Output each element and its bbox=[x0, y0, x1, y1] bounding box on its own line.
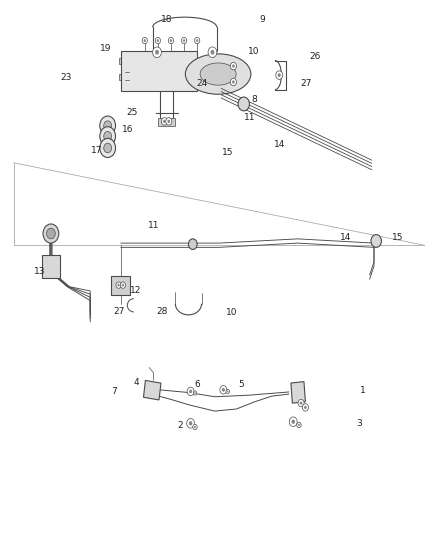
Text: 11: 11 bbox=[148, 221, 159, 230]
Circle shape bbox=[100, 139, 116, 158]
Bar bbox=[42, 255, 60, 278]
Circle shape bbox=[238, 97, 250, 111]
Text: 16: 16 bbox=[122, 125, 133, 134]
Text: 27: 27 bbox=[300, 78, 312, 87]
Circle shape bbox=[120, 282, 126, 288]
Circle shape bbox=[222, 388, 225, 392]
Bar bbox=[291, 382, 305, 403]
Text: 27: 27 bbox=[113, 307, 124, 316]
Circle shape bbox=[291, 419, 295, 424]
Circle shape bbox=[157, 39, 159, 42]
Circle shape bbox=[211, 50, 215, 55]
Ellipse shape bbox=[200, 63, 236, 85]
Circle shape bbox=[167, 120, 170, 123]
Text: 18: 18 bbox=[161, 15, 173, 24]
Bar bbox=[111, 276, 131, 295]
Text: 5: 5 bbox=[238, 380, 244, 389]
Circle shape bbox=[122, 284, 124, 287]
Text: 3: 3 bbox=[356, 419, 362, 428]
Text: 10: 10 bbox=[248, 47, 260, 55]
Circle shape bbox=[100, 116, 116, 135]
Text: 1: 1 bbox=[360, 386, 366, 395]
Circle shape bbox=[208, 47, 217, 58]
Text: 28: 28 bbox=[156, 307, 168, 316]
Circle shape bbox=[220, 385, 227, 394]
Text: 11: 11 bbox=[244, 113, 255, 122]
Circle shape bbox=[183, 39, 185, 42]
Circle shape bbox=[187, 387, 194, 395]
Circle shape bbox=[155, 37, 160, 44]
Circle shape bbox=[194, 392, 196, 394]
Text: 23: 23 bbox=[60, 73, 72, 82]
Ellipse shape bbox=[185, 54, 251, 94]
Circle shape bbox=[276, 71, 283, 79]
Circle shape bbox=[117, 284, 120, 287]
Text: 12: 12 bbox=[131, 286, 142, 295]
Bar bbox=[119, 74, 124, 80]
Circle shape bbox=[193, 391, 197, 395]
Text: 15: 15 bbox=[392, 233, 404, 243]
Circle shape bbox=[43, 224, 59, 243]
Circle shape bbox=[302, 403, 308, 411]
Circle shape bbox=[194, 37, 200, 44]
Circle shape bbox=[189, 421, 192, 425]
Text: 15: 15 bbox=[222, 148, 233, 157]
Circle shape bbox=[371, 235, 381, 247]
Circle shape bbox=[193, 424, 197, 430]
Text: 13: 13 bbox=[34, 268, 46, 276]
Circle shape bbox=[189, 390, 192, 393]
Text: 14: 14 bbox=[275, 140, 286, 149]
Circle shape bbox=[104, 121, 112, 131]
Text: 9: 9 bbox=[260, 15, 265, 24]
Circle shape bbox=[163, 120, 166, 123]
Text: 7: 7 bbox=[111, 387, 117, 397]
Text: 8: 8 bbox=[251, 94, 257, 103]
Circle shape bbox=[298, 424, 300, 426]
Circle shape bbox=[289, 417, 297, 426]
Bar bbox=[121, 51, 197, 91]
Circle shape bbox=[230, 78, 237, 86]
Text: 4: 4 bbox=[133, 378, 139, 387]
Circle shape bbox=[230, 62, 237, 70]
Circle shape bbox=[232, 80, 235, 84]
Text: 19: 19 bbox=[100, 44, 111, 53]
Circle shape bbox=[188, 239, 197, 249]
Text: 10: 10 bbox=[226, 308, 238, 317]
Circle shape bbox=[104, 143, 112, 153]
Circle shape bbox=[187, 418, 194, 428]
Circle shape bbox=[194, 426, 196, 428]
Circle shape bbox=[170, 39, 172, 42]
Circle shape bbox=[116, 282, 121, 288]
Circle shape bbox=[166, 118, 172, 125]
Text: 24: 24 bbox=[196, 78, 207, 87]
Text: 14: 14 bbox=[340, 233, 351, 243]
Circle shape bbox=[155, 50, 159, 55]
Circle shape bbox=[278, 73, 281, 77]
Circle shape bbox=[297, 422, 301, 427]
Text: 25: 25 bbox=[126, 108, 138, 117]
Text: 26: 26 bbox=[309, 52, 321, 61]
Circle shape bbox=[168, 37, 173, 44]
Circle shape bbox=[161, 118, 167, 125]
Circle shape bbox=[304, 406, 307, 409]
Circle shape bbox=[100, 127, 116, 146]
Circle shape bbox=[142, 37, 148, 44]
Circle shape bbox=[152, 47, 161, 58]
Bar bbox=[119, 58, 124, 64]
Circle shape bbox=[226, 389, 230, 393]
Text: 6: 6 bbox=[194, 380, 200, 389]
Bar bbox=[144, 381, 161, 400]
Circle shape bbox=[232, 64, 235, 68]
Circle shape bbox=[227, 391, 229, 392]
Text: 2: 2 bbox=[177, 422, 183, 431]
Circle shape bbox=[196, 39, 198, 42]
Circle shape bbox=[181, 37, 187, 44]
Circle shape bbox=[104, 132, 112, 141]
Circle shape bbox=[46, 228, 55, 239]
Circle shape bbox=[300, 401, 303, 405]
Circle shape bbox=[144, 39, 146, 42]
Bar bbox=[158, 118, 175, 126]
Text: 17: 17 bbox=[91, 146, 102, 155]
Circle shape bbox=[298, 399, 304, 407]
